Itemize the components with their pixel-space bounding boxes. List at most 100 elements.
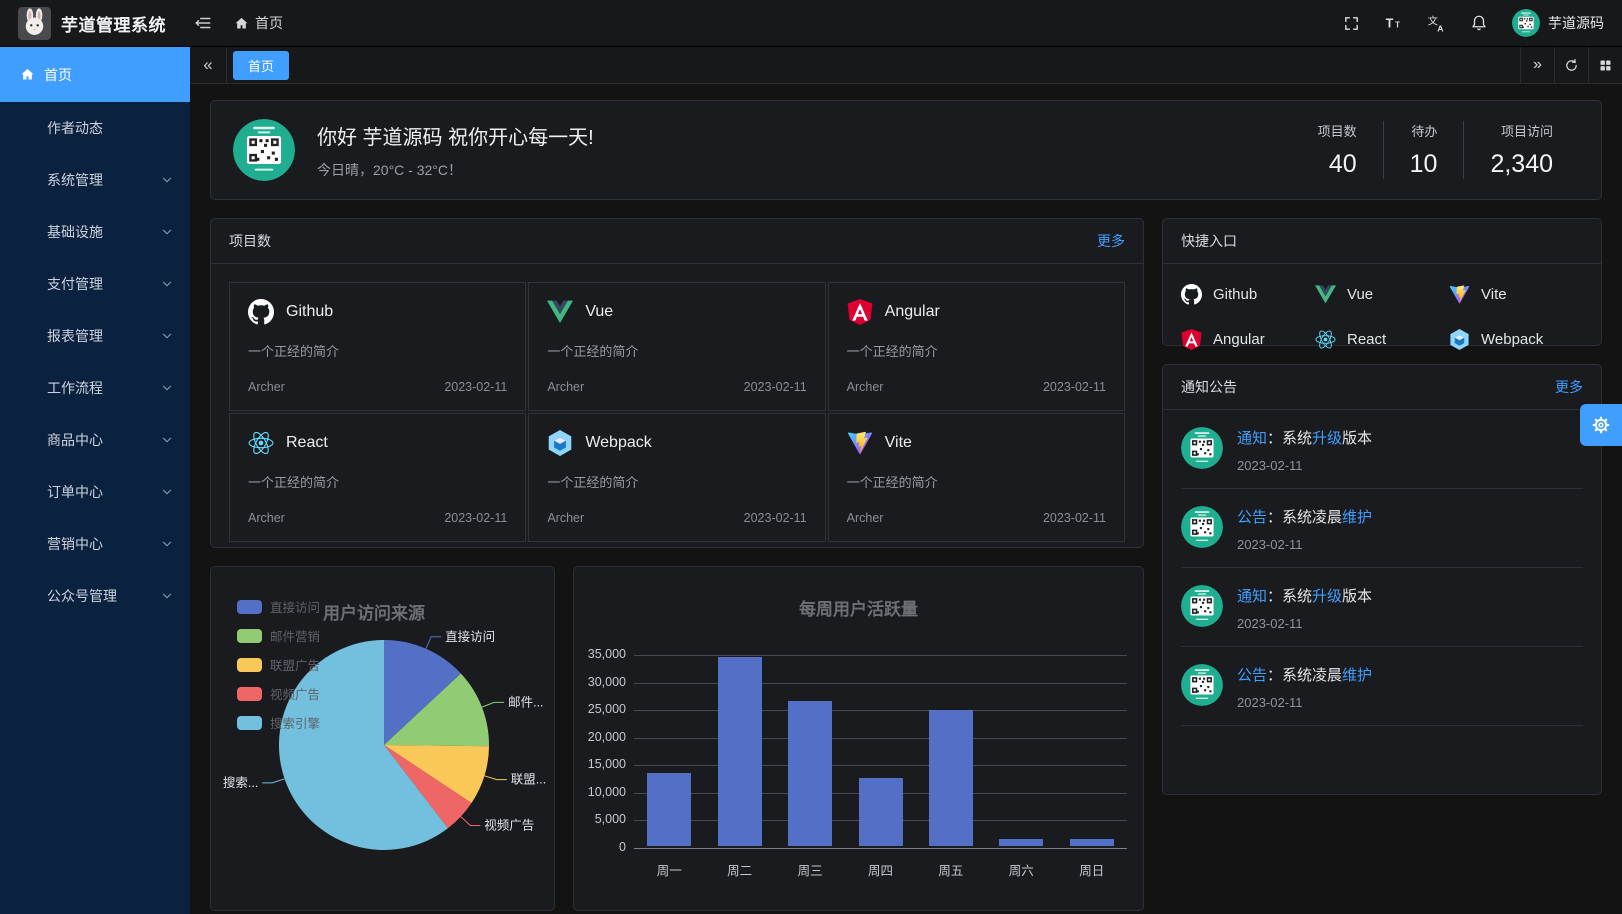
svg-text:T: T [1395, 20, 1400, 29]
user-avatar[interactable] [1512, 9, 1540, 37]
project-date: 2023-02-11 [1042, 511, 1106, 525]
sidebar-item-支付管理[interactable]: 支付管理 [0, 258, 190, 310]
vite-icon [847, 430, 873, 456]
notice-item[interactable]: 通知：系统升级版本 2023-02-11 [1181, 568, 1583, 647]
project-card-Angular[interactable]: Angular 一个正经的简介 Archer 2023-02-11 [827, 282, 1125, 411]
sidebar-item-基础设施[interactable]: 基础设施 [0, 206, 190, 258]
project-card-React[interactable]: React 一个正经的简介 Archer 2023-02-11 [229, 413, 527, 542]
notice-title: 公告：系统凌晨维护 [1237, 667, 1373, 684]
y-axis-tick: 20,000 [587, 729, 626, 744]
notice-item[interactable]: 通知：系统升级版本 2023-02-11 [1181, 410, 1583, 489]
sidebar-item-营销中心[interactable]: 营销中心 [0, 518, 190, 570]
pie-label: 联盟... [511, 773, 546, 787]
tab-scroll-right-button[interactable]: » [1520, 47, 1554, 83]
legend-swatch [237, 657, 262, 672]
sidebar-item-订单中心[interactable]: 订单中心 [0, 466, 190, 518]
sidebar-item-首页[interactable]: 首页 [0, 47, 190, 102]
refresh-button[interactable] [1554, 47, 1588, 83]
project-date: 2023-02-11 [743, 511, 807, 525]
chevron-down-icon [160, 537, 174, 551]
x-axis-tick: 周一 [656, 864, 682, 878]
notice-item[interactable]: 公告：系统凌晨维护 2023-02-11 [1181, 647, 1583, 726]
react-icon [1315, 329, 1336, 350]
project-date: 2023-02-11 [743, 380, 807, 394]
sidebar: 首页 作者动态 系统管理 基础设施 支付管理 报表管理 工作流程 商品中心 订单中心 营销中心公众… [0, 47, 190, 914]
sidebar-item-作者动态[interactable]: 作者动态 [0, 102, 190, 154]
project-card-Vue[interactable]: Vue 一个正经的简介 Archer 2023-02-11 [528, 282, 826, 411]
legend-label: 直接访问 [270, 601, 321, 615]
bar-周一 [647, 772, 692, 846]
notification-bell-button[interactable] [1470, 14, 1488, 32]
legend-item-直接访问[interactable]: 直接访问 [237, 597, 320, 616]
notices-card: 通知公告 更多 通知：系统升级版本 2023-02-11 公告：系统凌晨维护 2… [1162, 364, 1602, 795]
chevron-down-icon [160, 381, 174, 395]
tab-bar: « 首页 » [190, 47, 1622, 84]
gridline [634, 710, 1127, 712]
sidebar-item-商品中心[interactable]: 商品中心 [0, 414, 190, 466]
notice-item[interactable]: 公告：系统凌晨维护 2023-02-11 [1181, 489, 1583, 568]
shortcut-label: React [1347, 331, 1387, 348]
project-card-Webpack[interactable]: Webpack 一个正经的简介 Archer 2023-02-11 [528, 413, 826, 542]
tab-scroll-left-button[interactable]: « [190, 47, 227, 83]
shortcuts-card: 快捷入口 Github Vue Vite Angular React Webpa… [1162, 218, 1602, 350]
x-axis-tick: 周日 [1079, 864, 1105, 878]
notices-more-link[interactable]: 更多 [1555, 379, 1583, 395]
menu-fold-icon[interactable] [194, 14, 212, 32]
legend-label: 邮件营销 [270, 630, 321, 644]
projects-more-link[interactable]: 更多 [1097, 233, 1125, 249]
sidebar-item-系统管理[interactable]: 系统管理 [0, 154, 190, 206]
svg-text:T: T [1386, 16, 1394, 30]
shortcut-Vue[interactable]: Vue [1315, 284, 1449, 305]
shortcut-label: Webpack [1481, 331, 1544, 348]
shortcut-Vite[interactable]: Vite [1449, 284, 1583, 305]
chevron-down-icon [160, 589, 174, 603]
pie-slice-搜索引擎 [278, 640, 448, 850]
svg-text:文: 文 [1428, 14, 1438, 27]
project-card-Vite[interactable]: Vite 一个正经的简介 Archer 2023-02-11 [827, 413, 1125, 542]
notices-card-title: 通知公告 [1181, 379, 1237, 395]
tab-home[interactable]: 首页 [233, 50, 290, 80]
angular-icon [1181, 329, 1202, 350]
sidebar-item-公众号管理[interactable]: 公众号管理 [0, 570, 190, 622]
shortcut-Webpack[interactable]: Webpack [1449, 329, 1583, 350]
shortcut-Github[interactable]: Github [1181, 284, 1315, 305]
breadcrumb: 首页 [234, 13, 283, 33]
pie-chart-title: 用户访问来源 [323, 604, 425, 623]
webpack-icon [1449, 329, 1470, 350]
user-menu[interactable]: 芋道源码 [1512, 9, 1604, 37]
sidebar-item-label: 公众号管理 [47, 588, 117, 604]
shortcut-React[interactable]: React [1315, 329, 1449, 350]
project-name: Vue [585, 303, 614, 320]
legend-item-视频广告[interactable]: 视频广告 [237, 684, 320, 703]
legend-item-搜索引擎[interactable]: 搜索引擎 [237, 713, 320, 732]
shortcut-label: Vue [1347, 286, 1374, 303]
notice-date: 2023-02-11 [1237, 537, 1303, 552]
legend-item-联盟广告[interactable]: 联盟广告 [237, 655, 320, 674]
github-icon [1181, 284, 1202, 305]
bar-周日 [1069, 838, 1114, 846]
shortcut-Angular[interactable]: Angular [1181, 329, 1315, 350]
fullscreen-button[interactable] [1343, 15, 1360, 32]
layout-grid-button[interactable] [1588, 47, 1622, 83]
notice-date: 2023-02-11 [1237, 695, 1303, 710]
legend-swatch [237, 686, 262, 701]
y-axis-tick: 35,000 [587, 647, 626, 661]
shortcut-label: Github [1213, 286, 1258, 303]
project-desc: 一个正经的简介 [248, 475, 340, 490]
shortcuts-grid: Github Vue Vite Angular React Webpack [1163, 264, 1601, 370]
vite-icon [1449, 284, 1470, 305]
x-axis-tick: 周二 [727, 864, 753, 878]
settings-gear-button[interactable] [1580, 404, 1622, 446]
project-author: Archer [248, 511, 285, 525]
project-author: Archer [547, 511, 585, 525]
sidebar-item-工作流程[interactable]: 工作流程 [0, 362, 190, 414]
x-axis-tick: 周六 [1008, 864, 1034, 878]
project-name: React [286, 434, 328, 451]
legend-item-邮件营销[interactable]: 邮件营销 [237, 626, 320, 645]
project-card-Github[interactable]: Github 一个正经的简介 Archer 2023-02-11 [229, 282, 527, 411]
sidebar-item-报表管理[interactable]: 报表管理 [0, 310, 190, 362]
breadcrumb-item[interactable]: 首页 [255, 15, 283, 31]
notice-avatar [1181, 506, 1223, 548]
